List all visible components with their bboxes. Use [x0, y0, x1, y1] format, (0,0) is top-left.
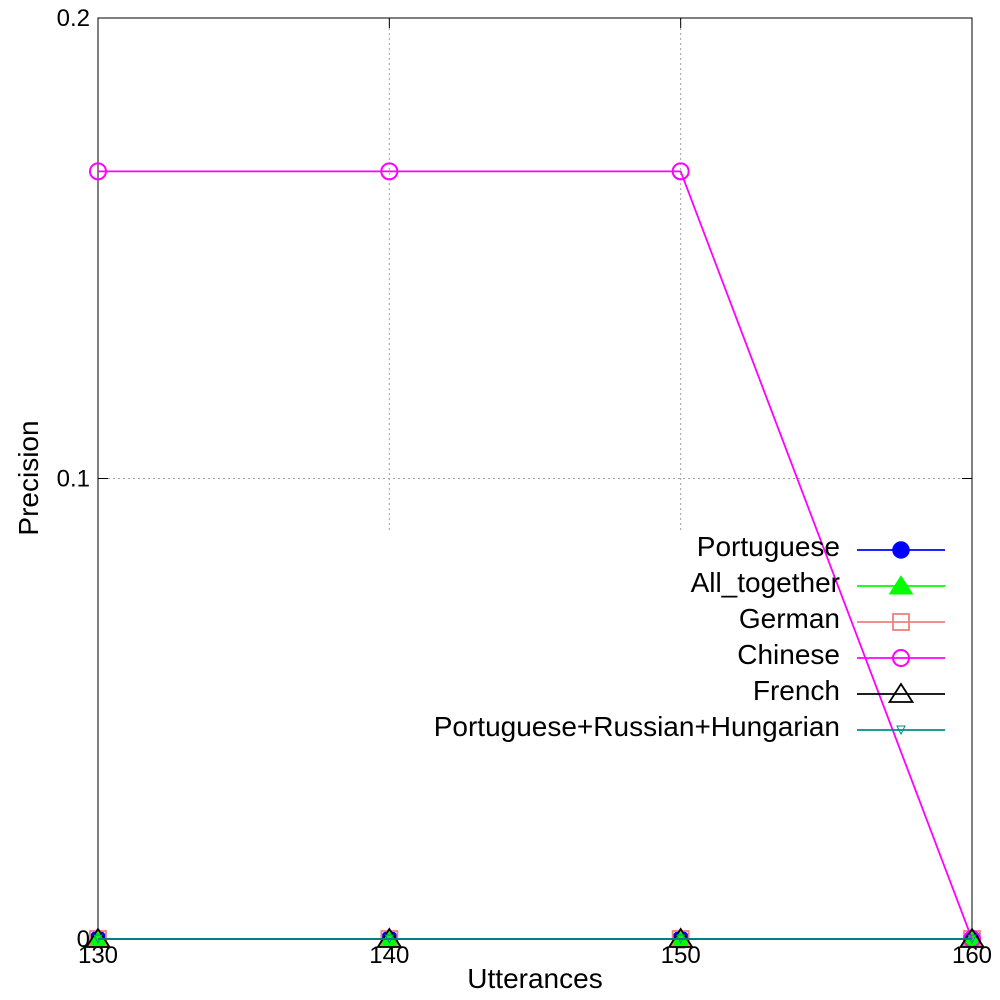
y-tick-label: 0.1 [57, 466, 90, 493]
data-point-french [958, 927, 986, 948]
legend-entry-portuguese: Portuguese [697, 531, 945, 562]
legend-label-portuguese: Portuguese [697, 531, 840, 562]
legend-marker-portuguese-russian-hungarian [896, 725, 906, 736]
legend-marker-chinese [892, 649, 910, 667]
data-point-portuguese-russian-hungarian [967, 934, 977, 945]
legend-label-french: French [753, 675, 840, 706]
data-point-portuguese-russian-hungarian [675, 934, 686, 945]
y-tick-label: 0 [77, 926, 90, 953]
data-point-chinese [380, 162, 399, 181]
data-point-french [376, 927, 403, 948]
data-point-portuguese-russian-hungarian [93, 934, 103, 945]
legend-entry-portuguese-russian-hungarian: Portuguese+Russian+Hungarian [434, 711, 945, 742]
series-group [84, 162, 986, 948]
data-point-chinese [89, 162, 107, 181]
legend-marker-french [887, 682, 915, 703]
legend-label-portuguese-russian-hungarian: Portuguese+Russian+Hungarian [434, 711, 840, 742]
data-point-french [84, 927, 112, 948]
y-tick-label: 0.2 [57, 5, 90, 32]
legend-marker-portuguese [892, 541, 910, 559]
x-axis-label: Utterances [467, 963, 602, 994]
legend-entry-german: German [739, 603, 945, 634]
legend-marker-all-together [888, 575, 914, 595]
legend-label-chinese: Chinese [737, 639, 840, 670]
grid [98, 18, 972, 530]
legend: Portuguese All_together German Chinese Frenc… [434, 531, 945, 742]
series-portuguese-russian-hungarian [93, 934, 977, 945]
legend-label-all-together: All_together [691, 567, 840, 598]
data-point-french [667, 927, 694, 948]
data-point-portuguese-russian-hungarian [384, 934, 395, 945]
y-axis-label: Precision [13, 420, 44, 535]
data-point-chinese [671, 162, 690, 181]
legend-label-german: German [739, 603, 840, 634]
legend-entry-all-together: All_together [691, 567, 945, 598]
legend-entry-french: French [753, 675, 945, 706]
legend-marker-german [892, 613, 910, 631]
series-line-chinese [98, 170, 973, 940]
legend-entry-chinese: Chinese [737, 639, 945, 670]
